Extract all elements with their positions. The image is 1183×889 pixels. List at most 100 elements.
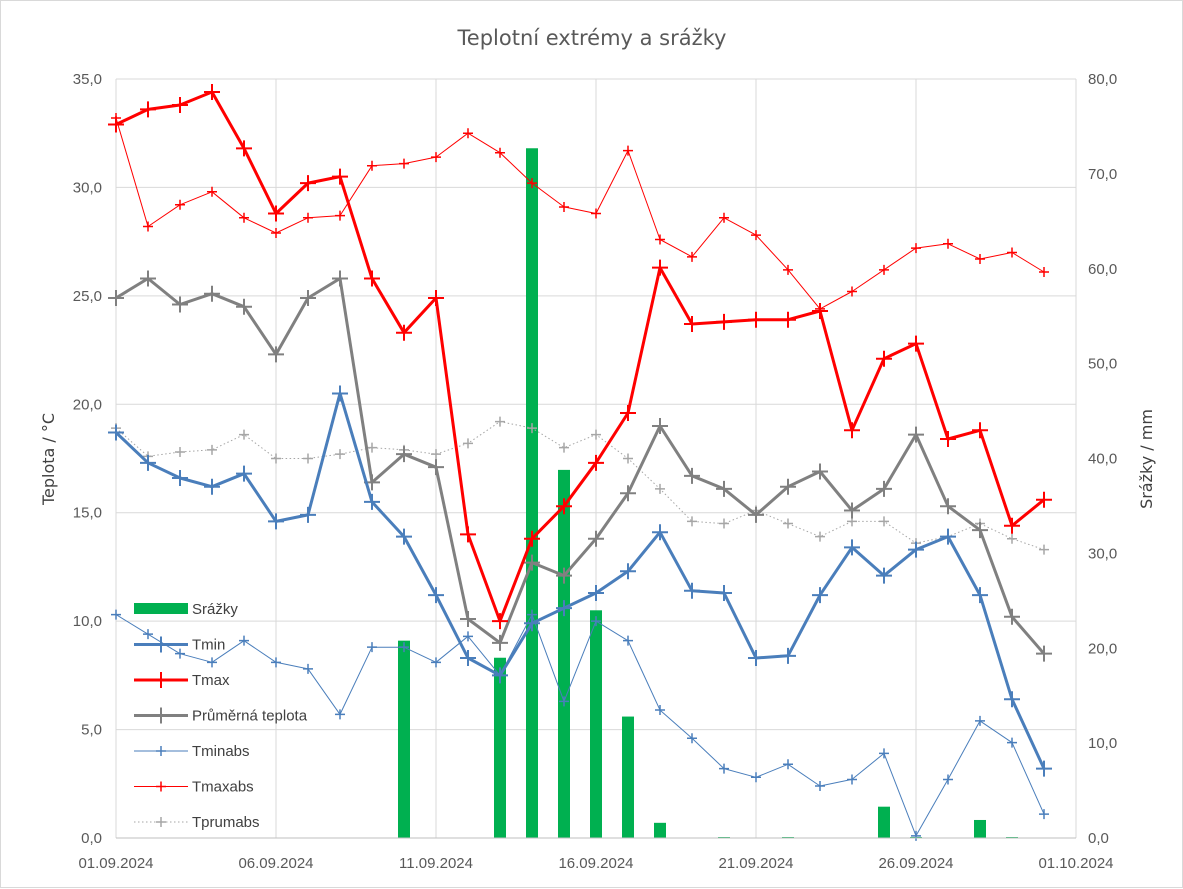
point-tmaxabs (367, 160, 377, 171)
point-pr-m-rn-teplota (844, 502, 860, 519)
point-tprumabs (783, 518, 793, 529)
point-tmax (364, 270, 380, 287)
point-tmin (844, 539, 860, 556)
point-tmax (588, 454, 604, 471)
legend-label-tmin: Tmin (192, 637, 225, 654)
legend-marker-tprumabs (156, 817, 166, 827)
point-tmin (972, 587, 988, 604)
point-tminabs (687, 733, 697, 744)
y-tick-label: 5,0 (81, 722, 102, 739)
y-axis-title: Teplota / °C (39, 413, 58, 506)
point-tprumabs (879, 516, 889, 527)
point-tmaxabs (303, 212, 313, 223)
legend-marker-tminabs (156, 746, 166, 756)
x-tick-label: 01.09.2024 (78, 855, 153, 872)
point-tminabs (143, 629, 153, 640)
axis-layer: 0,0 5,0 10,0 15,0 20,0 25,0 30,0 35,0 0,0 10,0 20,… (73, 71, 1117, 872)
y-tick-label: 20,0 (73, 396, 102, 413)
point-pr-m-rn-teplota (972, 522, 988, 539)
point-tprumabs (463, 438, 473, 449)
point-tminabs (1007, 737, 1017, 748)
x-tick-label: 01.10.2024 (1038, 855, 1113, 872)
point-tminabs (175, 648, 185, 659)
point-tmaxabs (847, 286, 857, 297)
point-tmax (908, 335, 924, 352)
y-tick-label: 30,0 (73, 179, 102, 196)
point-tmin (812, 587, 828, 604)
point-pr-m-rn-teplota (652, 417, 668, 434)
point-tmax (556, 498, 572, 515)
point-pr-m-rn-teplota (748, 506, 764, 523)
point-tmin (620, 563, 636, 580)
point-pr-m-rn-teplota (332, 270, 348, 287)
point-tminabs (239, 635, 249, 646)
y2-tick-label: 70,0 (1088, 166, 1117, 183)
point-tmaxabs (239, 212, 249, 223)
point-tmaxabs (975, 253, 985, 264)
point-tminabs (1039, 809, 1049, 820)
point-tmax (172, 97, 188, 114)
point-pr-m-rn-teplota (204, 285, 220, 302)
point-tmin (588, 584, 604, 601)
point-pr-m-rn-teplota (396, 446, 412, 463)
point-tmin (1036, 760, 1052, 777)
bar-srazky (494, 657, 506, 838)
point-tmax (428, 290, 444, 307)
legend-marker-pr-m-rn-teplota (153, 707, 169, 724)
point-tmin (652, 524, 668, 541)
point-tmaxabs (1039, 267, 1049, 278)
point-tminabs (335, 709, 345, 720)
point-tprumabs (527, 423, 537, 434)
point-tmaxabs (719, 212, 729, 223)
point-tmax (1036, 491, 1052, 508)
point-tmin (396, 528, 412, 545)
point-tminabs (303, 663, 313, 674)
point-tmax (716, 313, 732, 330)
series-line-tprumabs (115, 421, 1045, 551)
chart-title: Teplotní extrémy a srážky (457, 26, 727, 50)
bar-srazky (654, 822, 666, 838)
point-tmax (620, 404, 636, 421)
x-tick-label: 26.09.2024 (878, 855, 953, 872)
legend-label-tprumabs: Tprumabs (192, 814, 260, 831)
series-line-tmax (115, 90, 1045, 623)
point-tprumabs (1039, 544, 1049, 555)
point-tprumabs (239, 429, 249, 440)
y2-tick-label: 80,0 (1088, 71, 1117, 88)
point-tminabs (207, 657, 217, 668)
point-tminabs (751, 772, 761, 783)
point-tminabs (911, 830, 921, 841)
grid-layer (115, 78, 1077, 839)
point-tmax (460, 526, 476, 543)
y2-tick-label: 40,0 (1088, 451, 1117, 468)
y2-tick-label: 0,0 (1088, 830, 1109, 847)
point-tmin (268, 513, 284, 530)
point-tprumabs (175, 446, 185, 457)
point-tminabs (431, 657, 441, 668)
point-tminabs (783, 759, 793, 770)
point-pr-m-rn-teplota (812, 463, 828, 480)
point-tmaxabs (943, 238, 953, 249)
point-tmax (268, 205, 284, 222)
point-tprumabs (591, 429, 601, 440)
point-tmax (396, 324, 412, 341)
point-tprumabs (367, 442, 377, 453)
point-tmin (300, 506, 316, 523)
point-tmax (1004, 517, 1020, 534)
point-tminabs (879, 748, 889, 759)
point-tmaxabs (623, 145, 633, 156)
point-tmaxabs (143, 221, 153, 232)
legend-marker-tmax (153, 672, 169, 688)
point-tmaxabs (335, 210, 345, 221)
point-tmax (844, 422, 860, 439)
point-tminabs (367, 642, 377, 653)
point-tmax (972, 422, 988, 439)
point-tmaxabs (527, 178, 537, 189)
series-line-pr-m-rn-teplota (115, 277, 1046, 655)
bar-srazky (558, 469, 570, 838)
point-tminabs (271, 657, 281, 668)
bar-srazky (526, 148, 538, 839)
series-line-tminabs (115, 614, 1045, 837)
y-tick-label: 15,0 (73, 505, 102, 522)
point-tminabs (463, 631, 473, 642)
